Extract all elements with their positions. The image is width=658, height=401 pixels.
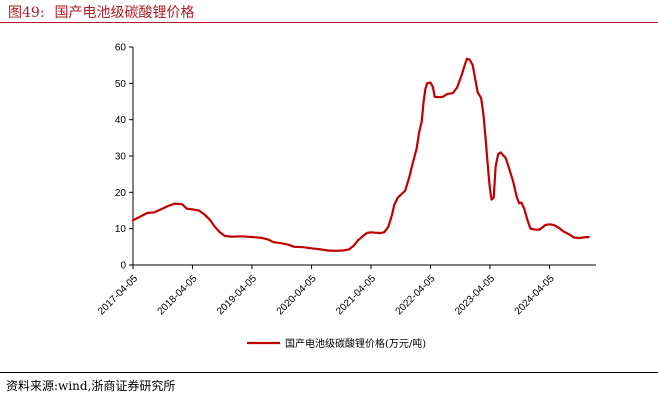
y-tick-label: 50: [115, 79, 127, 90]
chart-legend: 国产电池级碳酸锂价格(万元/吨): [247, 337, 426, 350]
x-tick-label: 2024-04-05: [513, 273, 557, 317]
x-tick-label: 2018-04-05: [156, 273, 200, 317]
source-rule: [0, 372, 658, 373]
chart-axes: [132, 47, 596, 266]
figure-title-text: 国产电池级碳酸锂价格: [54, 5, 195, 21]
y-tick-label: 20: [115, 188, 127, 199]
source-note: 资料来源:wind,浙商证券研究所: [6, 379, 176, 393]
line-chart: 0 10 20 30 40 50 60 2017-04-05 2018-04-05 2019-04…: [96, 43, 596, 350]
legend-label: 国产电池级碳酸锂价格(万元/吨): [285, 337, 426, 350]
x-tick-label: 2023-04-05: [453, 273, 497, 317]
y-tick-label: 60: [115, 43, 127, 54]
x-tick-label: 2022-04-05: [394, 273, 438, 317]
y-tick-label: 0: [120, 261, 126, 272]
x-tick-label: 2020-04-05: [275, 273, 319, 317]
y-tick-label: 30: [115, 152, 127, 163]
x-tick-label: 2019-04-05: [215, 273, 259, 317]
series-line: [131, 57, 590, 252]
title-rule: [0, 22, 658, 23]
y-tick-label: 10: [115, 224, 127, 235]
figure-title: 图49: 国产电池级碳酸锂价格: [8, 2, 195, 22]
chart-series: [131, 57, 590, 252]
x-tick-label: 2021-04-05: [334, 273, 378, 317]
x-tick-label: 2017-04-05: [96, 273, 140, 317]
figure-number: 图49:: [8, 5, 45, 21]
y-tick-label: 40: [115, 115, 127, 126]
chart-ticks: 0 10 20 30 40 50 60 2017-04-05 2018-04-05 2019-04…: [96, 43, 557, 318]
